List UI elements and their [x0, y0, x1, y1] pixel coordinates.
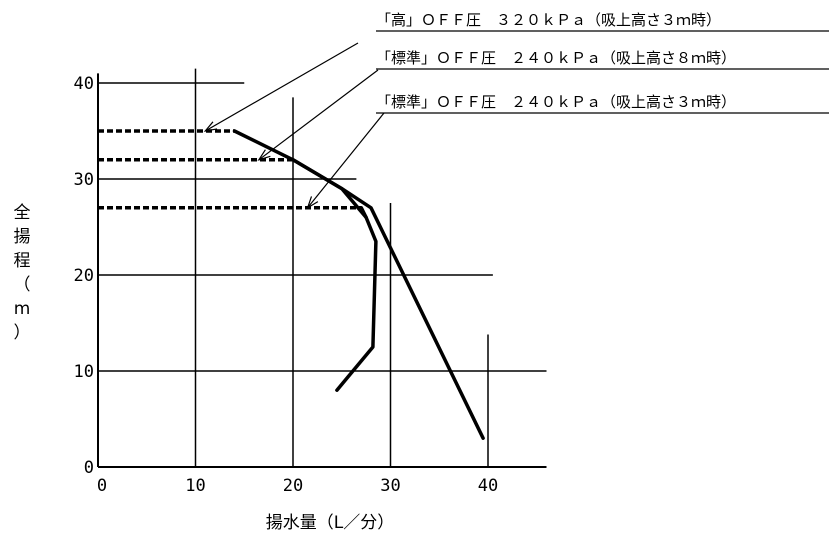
performance-curve	[359, 206, 368, 220]
y-axis-label-char: ）	[14, 323, 31, 343]
y-axis-label-char: 全	[14, 203, 31, 223]
annotation-label: 「標準」ＯＦＦ圧 ２４０ｋＰａ（吸上高さ８ｍ時）	[376, 49, 736, 67]
annotation-label: 「標準」ＯＦＦ圧 ２４０ｋＰａ（吸上高さ３ｍ時）	[376, 93, 736, 111]
y-tick-label: 10	[74, 362, 94, 382]
y-axis-label-char: m	[14, 299, 31, 319]
x-tick-label: 10	[185, 476, 205, 496]
y-tick-label: 20	[74, 266, 94, 286]
y-tick-label: 40	[74, 74, 94, 94]
tick-labels: 0 10 20 30 40 0 10 20 30 40	[74, 74, 499, 496]
shutoff-dashed-lines	[98, 129, 362, 210]
performance-curve	[291, 158, 378, 392]
annotation-arrowhead	[306, 196, 319, 210]
y-axis-label: 全揚程 （ m ）	[14, 203, 31, 343]
y-axis-label-char: 程	[14, 251, 31, 271]
annotation-leaders	[203, 30, 829, 210]
performance-curve	[232, 129, 485, 440]
annotation-label: 「高」ＯＦＦ圧 ３２０ｋＰａ（吸上高さ３ｍ時）	[376, 11, 721, 29]
y-axis-label-char: （	[14, 275, 31, 295]
x-tick-label: 30	[380, 476, 400, 496]
x-tick-label: 0	[97, 476, 107, 496]
x-tick-label: 20	[283, 476, 303, 496]
annotation-arrowhead	[257, 149, 271, 161]
x-tick-label: 40	[478, 476, 498, 496]
y-axis-label-char: 揚	[14, 227, 31, 247]
annotation-arrowhead	[203, 121, 218, 132]
grid-lines	[97, 68, 547, 468]
annotation-leader	[204, 42, 359, 132]
annotation-leader	[258, 69, 379, 161]
y-tick-label: 30	[74, 170, 94, 190]
y-tick-label: 0	[84, 458, 94, 478]
x-axis-label: 揚水量（L／分）	[266, 513, 394, 533]
annotation-leader	[307, 112, 385, 209]
performance-curves	[232, 129, 485, 440]
annotation-labels: 「高」ＯＦＦ圧 ３２０ｋＰａ（吸上高さ３ｍ時） 「標準」ＯＦＦ圧 ２４０ｋＰａ（吸…	[376, 11, 736, 111]
